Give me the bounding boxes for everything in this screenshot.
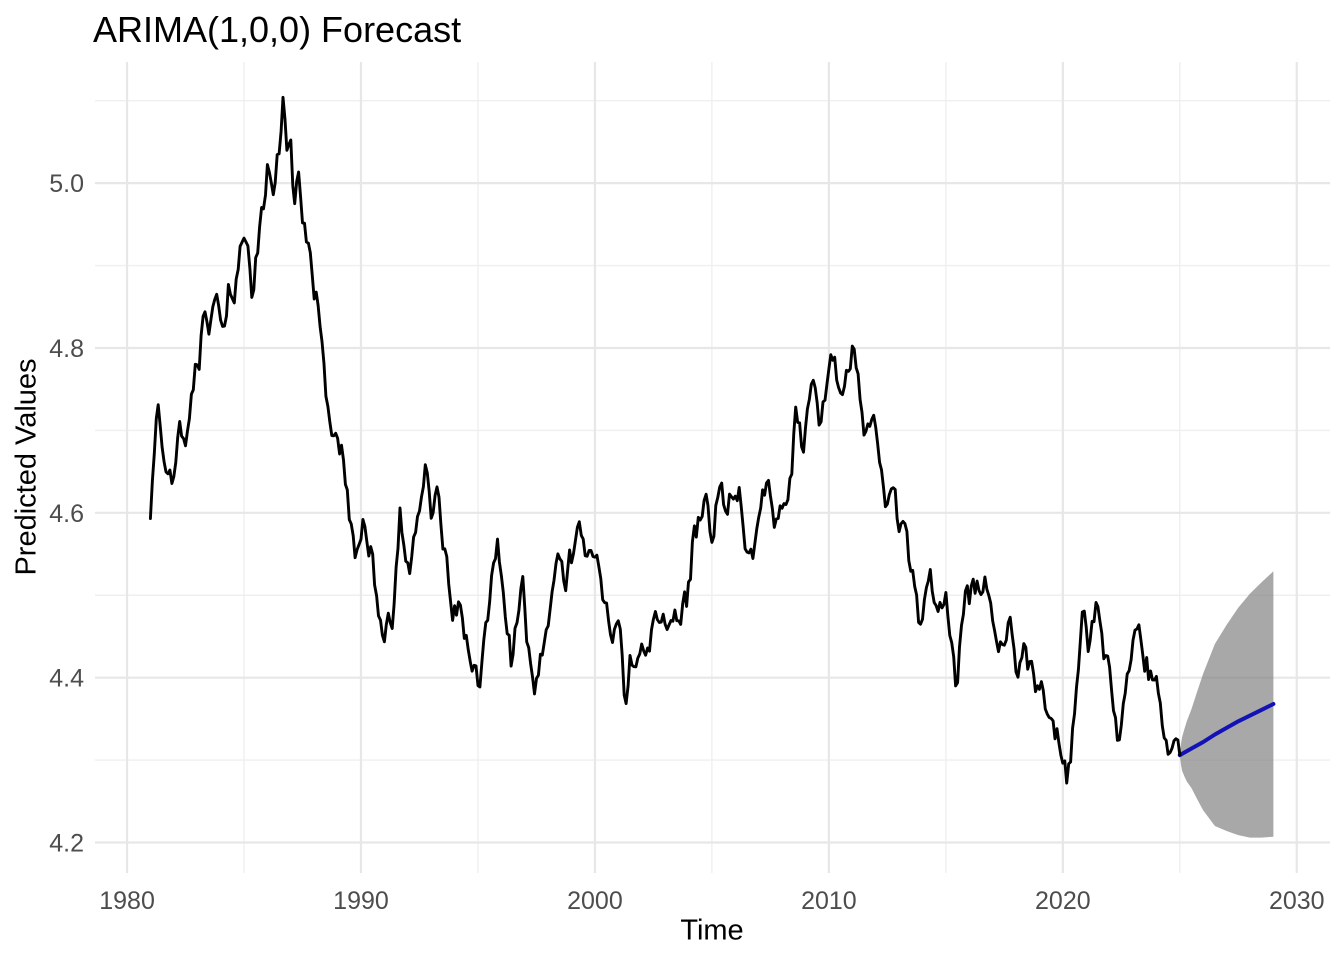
forecast-ci-ribbon (1179, 571, 1274, 838)
x-tick-label: 1980 (99, 887, 155, 915)
forecast-line (1177, 702, 1276, 758)
y-tick-label: 4.2 (49, 830, 84, 858)
y-tick-label: 4.4 (49, 665, 84, 693)
y-tick-label: 4.8 (49, 335, 84, 363)
observed-line (148, 95, 1182, 785)
y-tick-label: 5.0 (49, 170, 84, 198)
x-tick-label: 1990 (333, 887, 389, 915)
x-tick-label: 2030 (1269, 887, 1325, 915)
x-axis-title: Time (680, 914, 744, 947)
y-axis-tick-labels: 5.0 4.8 4.6 4.4 4.2 (49, 170, 84, 857)
grid-major (95, 62, 1330, 873)
x-tick-label: 2020 (1035, 887, 1091, 915)
x-tick-label: 2010 (801, 887, 857, 915)
y-tick-label: 4.6 (49, 500, 84, 528)
chart-title: ARIMA(1,0,0) Forecast (93, 9, 462, 50)
grid-minor (95, 62, 1330, 873)
x-tick-label: 2000 (567, 887, 623, 915)
x-axis-tick-labels: 1980 1990 2000 2010 2020 2030 (99, 887, 1324, 915)
